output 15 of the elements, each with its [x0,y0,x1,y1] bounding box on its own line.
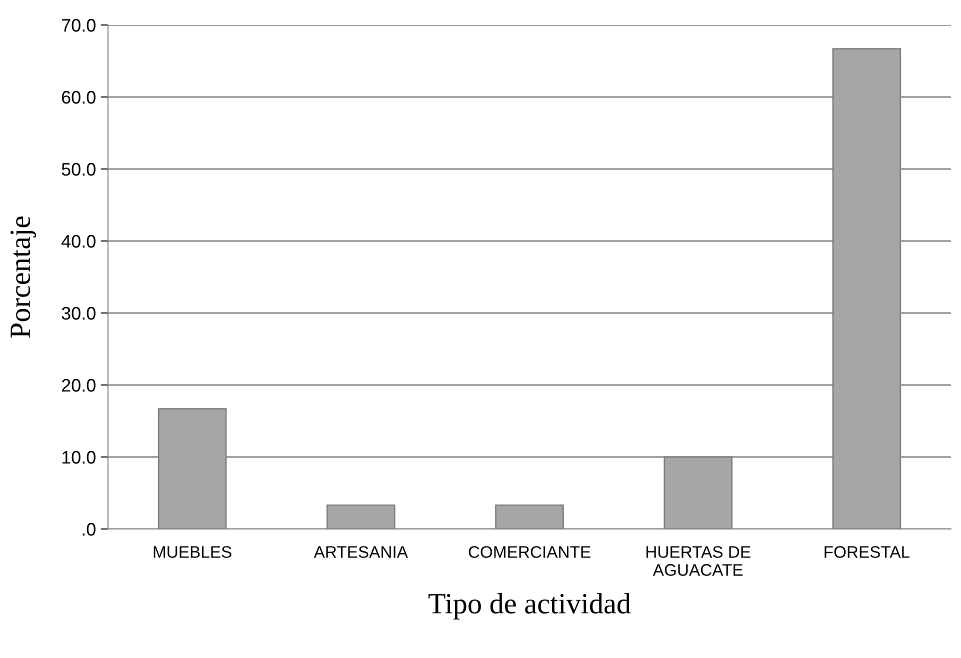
y-tick-label: 50.0 [62,162,96,176]
y-tick-label: 10.0 [62,450,96,464]
x-tick-label: FORESTAL [824,546,910,558]
x-tick-label: COMERCIANTE [468,546,590,558]
y-tick-label: .0 [82,522,96,536]
x-tick-label: MUEBLES [154,546,232,558]
y-tick-label: 20.0 [62,378,96,392]
x-tick-label: ARTESANIA [314,546,408,558]
y-tick-label: 30.0 [62,306,96,320]
y-tick-label: 70.0 [62,18,96,32]
y-tick-label: 60.0 [62,90,96,104]
y-tick-label: 40.0 [61,234,96,248]
x-tick-label: HUERTAS DE AGUACATE [646,546,750,576]
x-axis-title: Tipo de actividad [428,593,631,620]
y-axis-title: Porcentaje [10,216,36,338]
